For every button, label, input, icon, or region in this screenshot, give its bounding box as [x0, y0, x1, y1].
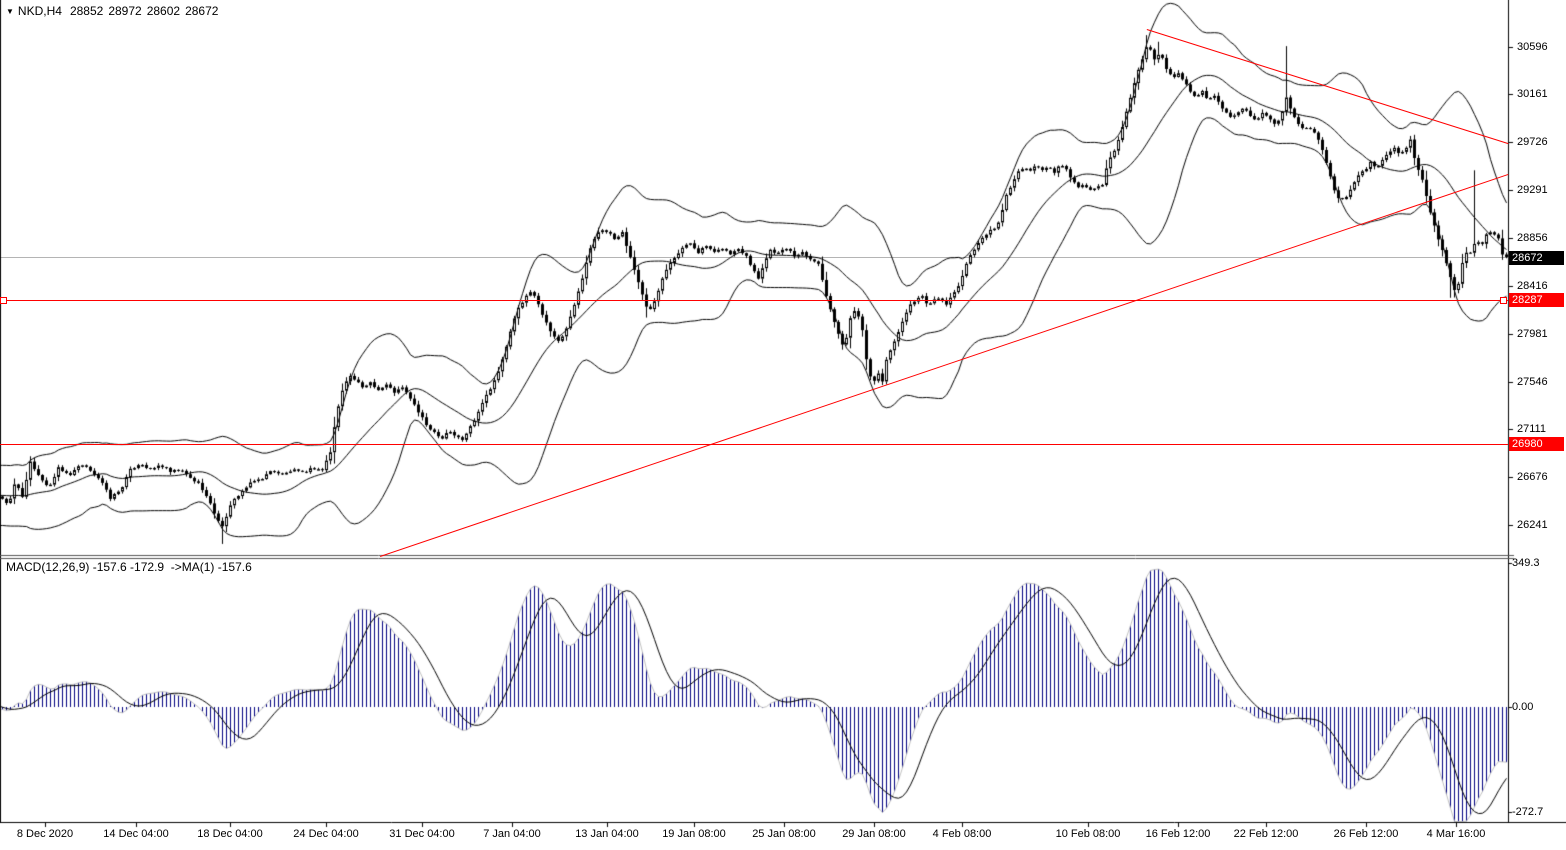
time-axis-label: 26 Feb 12:00 — [1333, 828, 1399, 840]
price-tick-label: 26676 — [1517, 471, 1548, 483]
price-tick-label: 27546 — [1517, 376, 1548, 388]
time-axis-label: 8 Dec 2020 — [16, 828, 74, 840]
time-axis-label: 22 Feb 12:00 — [1233, 828, 1299, 840]
price-tick-label: 30596 — [1517, 41, 1548, 53]
price-axis[interactable]: 30596 30161 29726 29291 28856 28416 27981 27546… — [1508, 0, 1566, 822]
level-price-badge: 28287 — [1509, 293, 1564, 307]
trendline-handle-right[interactable] — [1500, 297, 1507, 304]
time-axis-label: 16 Feb 12:00 — [1145, 828, 1211, 840]
low-value: 28602 — [146, 4, 181, 18]
price-tick-label: 29291 — [1517, 184, 1548, 196]
time-axis-label: 13 Jan 04:00 — [575, 828, 639, 840]
price-tick-label: 30161 — [1517, 88, 1548, 100]
time-axis-label: 24 Dec 04:00 — [293, 828, 359, 840]
time-axis-label: 14 Dec 04:00 — [103, 828, 169, 840]
time-axis-label: 29 Jan 08:00 — [842, 828, 906, 840]
price-tick-label: 28856 — [1517, 232, 1548, 244]
time-axis-label: 19 Jan 08:00 — [662, 828, 726, 840]
price-tick-label: 28416 — [1517, 280, 1548, 292]
macd-scale-label: -272.7 — [1512, 806, 1544, 818]
high-value: 28972 — [108, 4, 142, 18]
macd-scale-label: 0.00 — [1512, 701, 1534, 713]
time-axis-label: 10 Feb 08:00 — [1055, 828, 1121, 840]
close-value: 28672 — [185, 4, 219, 18]
level-price-badge: 26980 — [1509, 437, 1564, 451]
time-axis-label: 25 Jan 08:00 — [752, 828, 816, 840]
symbol-label: NKD,H4 — [17, 4, 62, 18]
time-axis-label: 4 Feb 08:00 — [932, 828, 992, 840]
macd-indicator-label: MACD(12,26,9) -157.6 -172.9 ->MA(1) -157… — [6, 560, 252, 574]
time-axis-label: 18 Dec 04:00 — [197, 828, 263, 840]
macd-scale-axis: 349.3 0.00 -272.7 — [1508, 556, 1566, 822]
horizontal-level-line-28287[interactable] — [0, 300, 1508, 301]
macd-scale-label: 349.3 — [1512, 557, 1540, 569]
horizontal-level-line-26980[interactable] — [0, 444, 1508, 445]
price-tick-label: 27111 — [1517, 423, 1546, 435]
time-axis[interactable]: 8 Dec 2020 14 Dec 04:00 18 Dec 04:00 24 Dec… — [0, 822, 1566, 850]
time-axis-label: 31 Dec 04:00 — [389, 828, 455, 840]
open-value: 28852 — [69, 4, 104, 18]
time-axis-label: 4 Mar 16:00 — [1426, 828, 1486, 840]
time-axis-label: 7 Jan 04:00 — [483, 828, 541, 840]
dropdown-icon: ▼ — [6, 7, 14, 16]
symbol-ohlc-header: ▼ NKD,H4 28852 28972 28602 28672 — [6, 4, 223, 18]
price-tick-label: 26241 — [1517, 519, 1548, 531]
price-tick-label: 29726 — [1517, 136, 1548, 148]
current-price-badge: 28672 — [1509, 251, 1564, 265]
price-tick-label: 27981 — [1517, 328, 1548, 340]
trendline-handle-left[interactable] — [0, 297, 7, 304]
